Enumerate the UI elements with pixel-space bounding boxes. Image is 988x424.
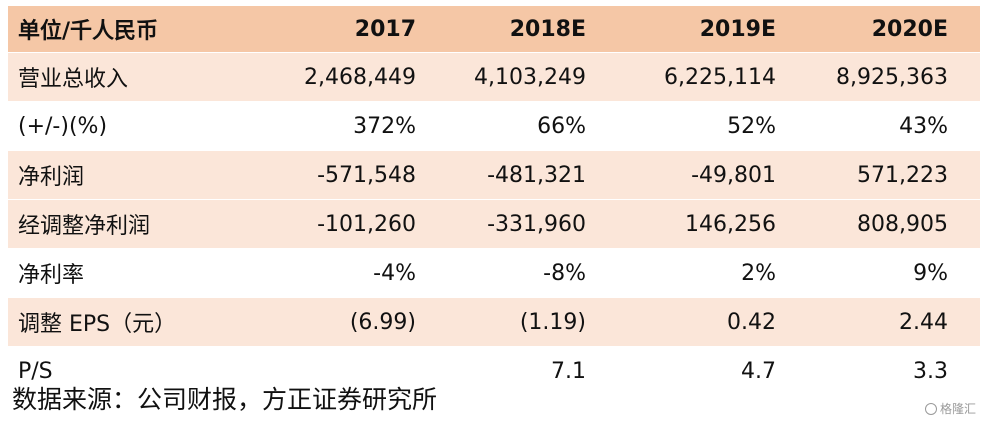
table-row: 经调整净利润 -101,260 -331,960 146,256 808,905: [8, 200, 980, 249]
table-cell: 372%: [353, 113, 416, 139]
table-row: 营业总收入 2,468,449 4,103,249 6,225,114 8,92…: [8, 53, 980, 102]
table-cell: 808,905: [857, 211, 948, 237]
table-header-row: 单位/千人民币 2017 2018E 2019E 2020E: [8, 6, 980, 53]
table-cell: 9%: [913, 260, 948, 286]
table-cell: -101,260: [317, 211, 416, 237]
header-unit: 单位/千人民币: [18, 19, 159, 44]
table-cell: 52%: [727, 113, 776, 139]
table-cell: 4.7: [741, 358, 776, 384]
financial-table: 单位/千人民币 2017 2018E 2019E 2020E 营业总收入 2,4…: [8, 6, 980, 396]
table-cell: 2%: [741, 260, 776, 286]
row-label: P/S: [18, 358, 53, 384]
table-cell: 571,223: [857, 162, 948, 188]
table-cell: 43%: [899, 113, 948, 139]
table-cell: (6.99): [349, 309, 416, 335]
table-cell: -8%: [543, 260, 586, 286]
row-label: 调整 EPS（元）: [18, 312, 177, 337]
header-2018e: 2018E: [509, 16, 586, 42]
row-label: 净利率: [18, 263, 85, 288]
table-cell: -49,801: [691, 162, 776, 188]
header-2017: 2017: [354, 16, 416, 42]
table-cell: 6,225,114: [664, 64, 776, 90]
row-label: 经调整净利润: [18, 214, 151, 239]
watermark: 格隆汇: [924, 400, 976, 417]
row-label: 净利润: [18, 165, 85, 190]
table-row: 调整 EPS（元） (6.99) (1.19) 0.42 2.44: [8, 298, 980, 347]
table-row: 净利润 -571,548 -481,321 -49,801 571,223: [8, 151, 980, 200]
table-cell: 3.3: [913, 358, 948, 384]
watermark-logo-icon: [924, 402, 937, 415]
watermark-text: 格隆汇: [939, 402, 976, 416]
table-cell: 66%: [537, 113, 586, 139]
table-cell: 146,256: [685, 211, 776, 237]
table-cell: -571,548: [317, 162, 416, 188]
table-cell: 7.1: [551, 358, 586, 384]
table-cell: 2.44: [899, 309, 948, 335]
table-cell: -331,960: [487, 211, 586, 237]
table-cell: 2,468,449: [304, 64, 416, 90]
header-2020e: 2020E: [871, 16, 948, 42]
table-row: P/S 7.1 4.7 3.3: [8, 347, 980, 396]
table-cell: -481,321: [487, 162, 586, 188]
table-cell: (1.19): [519, 309, 586, 335]
table-row: (+/-)(%) 372% 66% 52% 43%: [8, 102, 980, 151]
header-2019e: 2019E: [699, 16, 776, 42]
table-cell: 8,925,363: [836, 64, 948, 90]
row-label: (+/-)(%): [18, 113, 108, 139]
table-cell: 0.42: [727, 309, 776, 335]
table-row: 净利率 -4% -8% 2% 9%: [8, 249, 980, 298]
source-note: 数据来源：公司财报，方正证券研究所: [12, 385, 438, 414]
table-cell: 4,103,249: [474, 64, 586, 90]
row-label: 营业总收入: [18, 67, 129, 92]
table-cell: -4%: [373, 260, 416, 286]
